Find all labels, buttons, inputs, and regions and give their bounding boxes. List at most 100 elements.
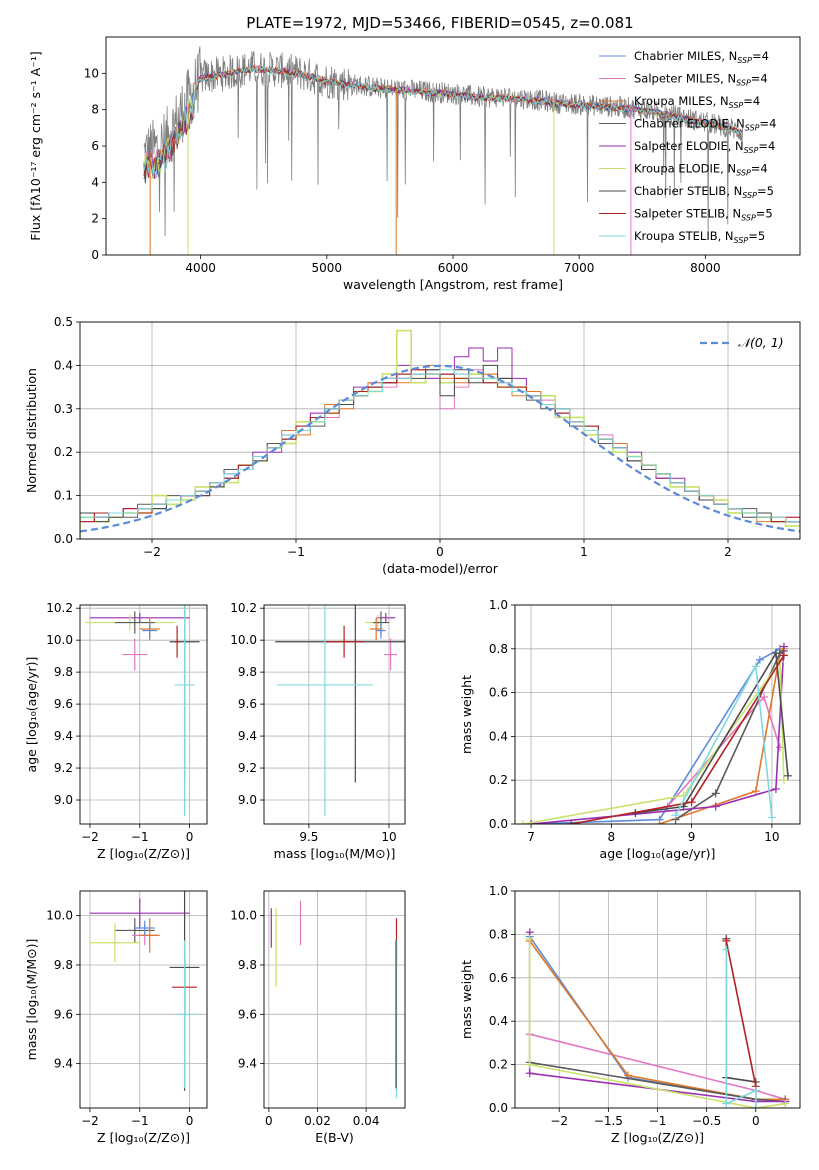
y-tick-label: 10.2 <box>46 601 73 615</box>
weight-marker <box>527 820 536 824</box>
mass_vs_Z-marks <box>89 891 200 1091</box>
y-tick-label: 9.6 <box>54 1007 73 1021</box>
legend-label-part: Kroupa STELIB, N <box>634 229 734 243</box>
y-tick-label: 0.2 <box>489 773 508 787</box>
y-tick-label: 9.0 <box>238 793 257 807</box>
legend-label-sub: SSP <box>737 56 752 65</box>
y-tick-label: 0.8 <box>489 642 508 656</box>
weight-marker <box>751 1104 760 1108</box>
legend-label-part: =4 <box>751 162 768 176</box>
y-tick-label: 0 <box>91 248 99 262</box>
y-tick-label: 1.0 <box>489 884 508 898</box>
axes-frame <box>263 604 406 825</box>
legend-label-part: Kroupa ELODIE, N <box>634 162 736 176</box>
y-tick-label: 0.0 <box>54 532 73 546</box>
weight-line-kroupa-elodie <box>528 938 786 1108</box>
x-tick-label: 0.02 <box>304 1114 331 1128</box>
y-axis-label: mass weight <box>459 675 474 754</box>
legend-label-part: Salpeter MILES, N <box>634 72 736 86</box>
legend-label-part: =4 <box>758 139 775 153</box>
weight-marker <box>687 798 696 807</box>
y-tick-label: 0.4 <box>54 358 73 372</box>
x-tick-label: −2 <box>143 545 161 559</box>
y-tick-label: 9.8 <box>54 665 73 679</box>
x-tick-label: 0 <box>265 1114 273 1128</box>
x-axis-label: (data-model)/error <box>382 561 499 576</box>
weight-marker <box>655 820 664 824</box>
weight-marker <box>783 771 792 780</box>
weight-marker <box>751 662 760 671</box>
y-tick-label: 10.2 <box>230 601 257 615</box>
legend-label-sub: SSP <box>736 79 751 88</box>
y-tick-label: 1.0 <box>489 598 508 612</box>
weight-marker <box>722 1099 731 1108</box>
weight-marker <box>779 776 788 785</box>
y-tick-label: 0.4 <box>489 1014 508 1028</box>
x-tick-label: 9 <box>688 830 696 844</box>
x-tick-label: −1 <box>131 830 149 844</box>
y-tick-label: 10.0 <box>46 633 73 647</box>
legend-label-part: Chabrier ELODIE, N <box>634 117 745 131</box>
y-tick-label: 0.2 <box>489 1058 508 1072</box>
weight-marker <box>671 811 680 820</box>
x-tick-label: −1 <box>287 545 305 559</box>
figure-title: PLATE=1972, MJD=53466, FIBERID=0545, z=0… <box>246 14 633 32</box>
y-tick-label: 9.4 <box>54 1057 73 1071</box>
legend-label-part: =4 <box>752 49 769 63</box>
y-tick-label: 10.0 <box>230 909 257 923</box>
weight-marker <box>525 1060 534 1069</box>
legend-label-part: =4 <box>743 94 760 108</box>
x-axis-label: mass [log₁₀(M/M⊙)] <box>274 846 396 861</box>
weight-line-chabrier-miles <box>531 648 781 824</box>
spectrum-panel: 4000 5000 6000 7000 8000 0 2 4 6 8 10 wavelength [A… <box>28 36 801 292</box>
weight-marker <box>711 802 720 811</box>
y-tick-label: 0.5 <box>54 315 73 329</box>
mass_vs_ebv-marks <box>270 900 398 1099</box>
legend-label-sub: SSP <box>741 214 756 223</box>
axes-frame <box>79 890 208 1109</box>
legend-label: Salpeter STELIB, NSSP=5 <box>634 207 773 223</box>
weight-marker <box>525 1069 534 1078</box>
hist-step-kroupa-stelib <box>80 369 800 539</box>
model-line-8 <box>143 65 743 176</box>
legend-label-part: =4 <box>751 72 768 86</box>
weight-marker <box>779 651 788 660</box>
legend-label: Salpeter ELODIE, NSSP=4 <box>634 139 775 155</box>
legend-label-part: Salpeter ELODIE, N <box>634 139 744 153</box>
y-axis-label: mass [log₁₀(M/M⊙)] <box>24 939 39 1061</box>
x-tick-label: −2 <box>81 830 99 844</box>
weight-line-salpeter-stelib <box>725 940 757 1087</box>
legend-label-part: =5 <box>748 229 765 243</box>
x-tick-label: 4000 <box>185 261 216 275</box>
weight-marker <box>519 820 528 824</box>
x-tick-label: 8000 <box>690 261 721 275</box>
legend-label-part: Salpeter STELIB, N <box>634 207 741 221</box>
weight-line-chabrier-elodie <box>675 650 785 821</box>
axes-frame <box>514 604 801 825</box>
y-tick-label: 4 <box>91 175 99 189</box>
legend-label: Chabrier ELODIE, NSSP=4 <box>634 117 776 133</box>
weight-marker <box>525 934 534 943</box>
y-tick-label: 0.4 <box>489 729 508 743</box>
x-axis-label: wavelength [Angstrom, rest frame] <box>343 277 563 292</box>
y-tick-label: 9.6 <box>238 1007 257 1021</box>
y-tick-label: 9.4 <box>238 1057 257 1071</box>
age_vs_Z-panel: −2 −1 0 9.0 9.2 9.4 9.6 9.8 10.0 10.2 Z [log₁₀(Z/Z… <box>24 601 208 861</box>
x-tick-label: −2 <box>81 1114 99 1128</box>
y-tick-label: 0.6 <box>489 686 508 700</box>
gaussian-curve <box>80 364 800 533</box>
weight-line-chabrier-stelib <box>635 650 789 814</box>
x-tick-label: 10 <box>764 830 779 844</box>
legend-label-part: Chabrier MILES, N <box>634 49 737 63</box>
x-axis-label: age [log₁₀(age/yr)] <box>600 846 716 861</box>
axes-frame <box>263 890 406 1109</box>
x-tick-label: 0.04 <box>353 1114 380 1128</box>
y-tick-label: 0.3 <box>54 402 73 416</box>
y-tick-label: 9.0 <box>54 793 73 807</box>
age_vs_Z-marks <box>84 605 200 817</box>
y-axis-label: mass weight <box>459 960 474 1039</box>
y-tick-label: 9.4 <box>238 729 257 743</box>
x-tick-label: 8 <box>608 830 616 844</box>
y-tick-label: 0.0 <box>489 817 508 831</box>
